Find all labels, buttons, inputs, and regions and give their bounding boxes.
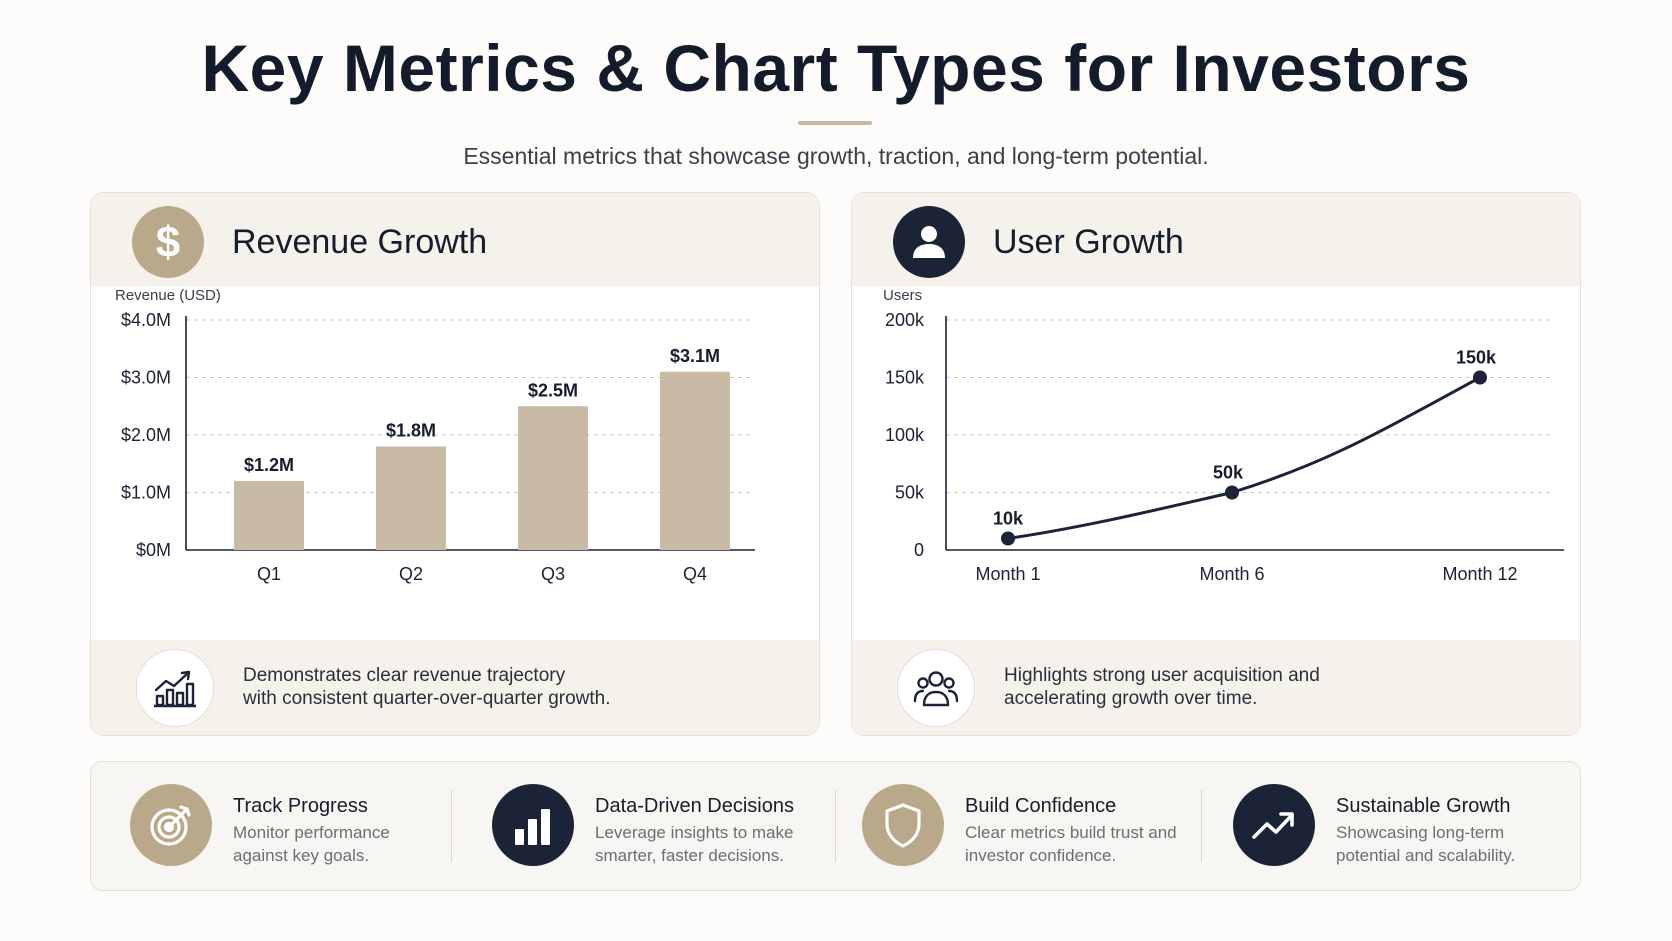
point-data-label: 50k [1213,463,1244,483]
series-line [1007,376,1481,540]
bar-data-label: $2.5M [528,380,578,400]
user-description-line-2: accelerating growth over time. [1004,688,1258,709]
y-tick-label: $2.0M [121,425,171,445]
revenue-growth-card: $ Revenue Growth Revenue (USD) $0M $1.0M $2… [90,192,820,736]
benefit-divider [835,790,836,862]
benefit-track-progress: Track Progress Monitor performance again… [130,762,490,890]
user-card-footer: Highlights strong user acquisition and a… [852,640,1580,735]
user-icon [893,206,965,278]
x-tick-label: Month 1 [975,564,1040,584]
benefit-title: Data-Driven Decisions [595,795,794,817]
point-data-label: 150k [1456,348,1497,368]
benefit-description: Leverage insights to make smarter, faste… [595,823,794,865]
bar [234,481,304,550]
user-line-chart: Users 0 50k 100k 150k 200k 10k Month 1 50k Month … [883,287,1564,584]
benefit-title: Build Confidence [965,795,1117,817]
bar [660,371,730,550]
y-tick-label: $4.0M [121,310,171,330]
bar [376,446,446,550]
shield-icon [862,784,944,866]
target-icon [130,784,212,866]
benefit-title: Track Progress [233,795,368,817]
page-subtitle: Essential metrics that showcase growth, … [463,143,1209,169]
title-underline [798,121,872,125]
x-tick-label: Month 6 [1199,564,1264,584]
benefit-data-driven-decisions: Data-Driven Decisions Leverage insights … [492,762,852,890]
bar-chart-icon [492,784,574,866]
trend-up-icon [1233,784,1315,866]
data-point [1001,531,1015,546]
revenue-card-description: Demonstrates clear revenue trajectory wi… [243,664,763,710]
x-tick-label: Q2 [399,564,423,584]
y-tick-label: $1.0M [121,483,171,503]
y-axis-label: Revenue (USD) [115,287,221,304]
y-tick-label: $3.0M [121,368,171,388]
user-card-header: User Growth [852,193,1580,286]
y-tick-label: 150k [885,368,925,388]
benefit-sustainable-growth: Sustainable Growth Showcasing long-term … [1233,762,1593,890]
benefit-description: Clear metrics build trust and investor c… [965,823,1177,865]
bar-chart-trend-icon [136,649,214,727]
y-tick-label: 200k [885,310,925,330]
bar-data-label: $1.8M [386,421,436,441]
y-tick-label: 100k [885,425,925,445]
user-description-line-1: Highlights strong user acquisition and [1004,665,1320,686]
x-tick-label: Q3 [541,564,565,584]
benefit-title: Sustainable Growth [1336,795,1511,817]
revenue-description-line-2: with consistent quarter-over-quarter gro… [243,688,611,709]
x-tick-label: Month 12 [1442,564,1517,584]
revenue-bar-chart: Revenue (USD) $0M $1.0M $2.0M $3.0M $4.0M $1.2… [115,287,755,584]
y-tick-label: 50k [895,483,925,503]
svg-text:$: $ [156,218,180,267]
user-card-title: User Growth [993,223,1184,261]
page-title: Key Metrics & Chart Types for Investors [201,31,1471,105]
benefit-divider [1201,790,1202,862]
bar-data-label: $1.2M [244,455,294,475]
x-tick-label: Q1 [257,564,281,584]
dollar-icon: $ [132,206,204,278]
user-card-description: Highlights strong user acquisition and a… [1004,664,1524,710]
users-group-icon [897,649,975,727]
benefit-divider [451,790,452,862]
revenue-description-line-1: Demonstrates clear revenue trajectory [243,665,566,686]
x-tick-label: Q4 [683,564,707,584]
y-tick-label: 0 [914,540,924,560]
benefit-description: Showcasing long-term potential and scala… [1336,823,1516,865]
benefit-build-confidence: Build Confidence Clear metrics build tru… [862,762,1222,890]
y-tick-label: $0M [136,540,171,560]
data-point [1473,370,1487,385]
revenue-card-title: Revenue Growth [232,223,488,261]
point-data-label: 10k [993,509,1024,529]
data-point [1225,485,1239,500]
user-growth-card: User Growth Users 0 50k 100k 150k 200k 10k Mont… [851,192,1581,736]
revenue-card-header: $ Revenue Growth [91,193,819,286]
benefits-strip: Track Progress Monitor performance again… [90,761,1581,891]
revenue-card-footer: Demonstrates clear revenue trajectory wi… [91,640,819,735]
benefit-description: Monitor performance against key goals. [233,823,390,865]
bar-data-label: $3.1M [670,346,720,366]
bar [518,406,588,550]
y-axis-label: Users [883,287,922,304]
